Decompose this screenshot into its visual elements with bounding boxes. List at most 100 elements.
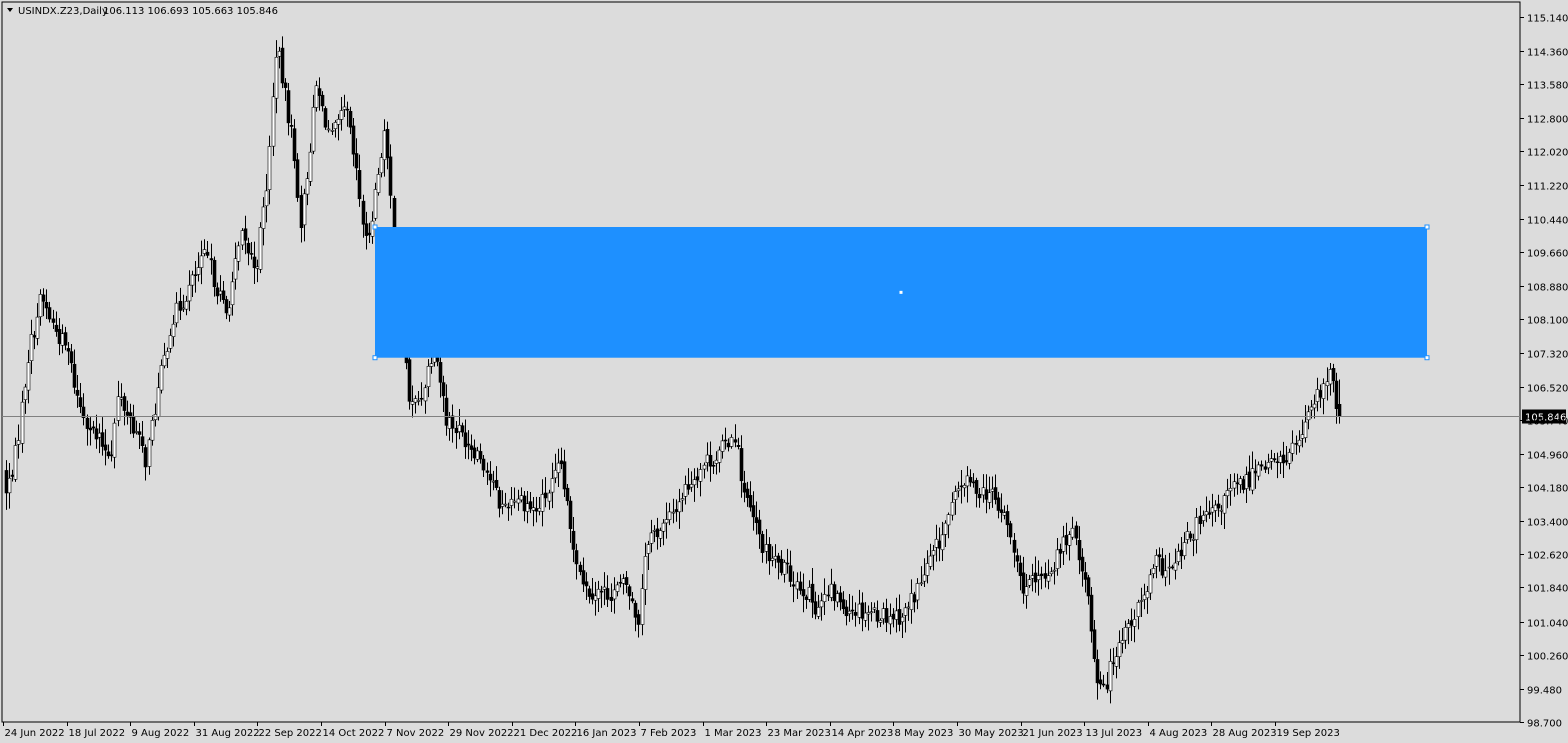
candle-body — [1049, 571, 1054, 575]
candle-body — [1018, 562, 1023, 577]
candle-body — [1154, 555, 1159, 567]
candle-body — [57, 329, 62, 344]
zone-resize-handle[interactable] — [372, 355, 378, 361]
candle-body — [423, 387, 428, 402]
zone-center-handle[interactable] — [899, 290, 903, 294]
y-tick-label: 107.320 — [1527, 350, 1568, 361]
candle-body — [218, 290, 223, 295]
candle-body — [757, 519, 762, 535]
candle-body — [764, 544, 769, 552]
candle-body — [943, 522, 948, 535]
candle-body — [500, 503, 505, 507]
candle-body — [7, 477, 12, 494]
candle-body — [438, 362, 443, 383]
candle-body — [996, 497, 1001, 511]
candle-body — [1287, 452, 1292, 464]
candle-body — [733, 439, 738, 443]
candle-body — [705, 454, 710, 463]
candle-body — [1092, 629, 1097, 659]
candle-body — [819, 600, 824, 608]
candle-body — [965, 475, 970, 487]
candle-body — [240, 230, 245, 246]
candle-body — [519, 495, 524, 501]
y-tick-label: 104.960 — [1527, 451, 1568, 462]
candle-body — [1008, 523, 1013, 538]
candle-body — [488, 473, 493, 481]
candle-body — [460, 425, 465, 433]
candle-body — [150, 419, 155, 441]
candle-body — [1253, 470, 1258, 474]
candle-body — [1219, 509, 1224, 512]
candle-body — [181, 307, 186, 310]
candle-body — [168, 335, 173, 349]
candle-body — [1151, 568, 1156, 574]
candle-body — [485, 470, 490, 473]
candle-body — [1207, 512, 1212, 515]
x-tick-label: 16 Jan 2023 — [577, 728, 637, 739]
candle-body — [413, 398, 418, 403]
candle-body — [512, 500, 517, 503]
candle-body — [463, 432, 468, 448]
candle-body — [813, 601, 818, 615]
candle-body — [850, 609, 855, 612]
candle-body — [844, 606, 849, 617]
candle-body — [1318, 390, 1323, 398]
candle-body — [550, 478, 555, 493]
current-price-label: 105.846 — [1525, 413, 1566, 424]
candle-body — [1043, 573, 1048, 579]
candle-body — [587, 588, 592, 597]
x-tick-label: 4 Aug 2023 — [1150, 728, 1208, 739]
candle-body — [652, 529, 657, 532]
candle-body — [801, 589, 806, 597]
candle-body — [447, 417, 452, 429]
candle-body — [444, 397, 449, 426]
candle-body — [441, 382, 446, 397]
candle-body — [795, 581, 800, 590]
zone-resize-handle[interactable] — [1424, 355, 1430, 361]
zone-resize-handle[interactable] — [372, 224, 378, 230]
x-tick-label: 29 Nov 2022 — [450, 728, 514, 739]
candle-body — [807, 586, 812, 600]
candle-body — [330, 130, 335, 132]
candle-body — [1315, 389, 1320, 402]
x-tick-label: 14 Oct 2022 — [323, 728, 385, 739]
candle-body — [900, 616, 905, 623]
candle-body — [1250, 468, 1255, 491]
plot-area-border — [1, 1, 1521, 723]
candle-body — [937, 540, 942, 549]
collapse-triangle-icon[interactable] — [7, 8, 13, 12]
y-tick-label: 106.520 — [1527, 384, 1568, 395]
candle-body — [1173, 562, 1178, 571]
candle-body — [540, 494, 545, 512]
candle-body — [602, 586, 607, 590]
zone-resize-handle[interactable] — [1424, 224, 1430, 230]
candle-body — [1123, 627, 1128, 641]
candle-body — [1170, 566, 1175, 569]
candle-body — [516, 498, 521, 504]
candle-body — [875, 610, 880, 622]
candle-body — [147, 439, 152, 467]
candle-body — [1228, 487, 1233, 492]
candle-body — [187, 284, 192, 302]
candle-body — [770, 558, 775, 561]
candle-body — [454, 427, 459, 434]
candle-body — [1117, 642, 1122, 657]
candle-body — [1266, 462, 1271, 469]
candle-body — [1297, 439, 1302, 447]
candle-body — [128, 412, 133, 418]
candle-body — [416, 400, 421, 402]
candle-body — [912, 594, 917, 603]
candle-body — [640, 588, 645, 625]
candle-body — [106, 451, 111, 457]
candle-body — [100, 432, 105, 447]
candle-body — [909, 593, 914, 610]
y-tick-label: 104.180 — [1527, 484, 1568, 495]
candle-body — [1142, 594, 1147, 600]
x-tick-label: 8 May 2023 — [895, 728, 954, 739]
candle-body — [1015, 555, 1020, 562]
candle-body — [767, 544, 772, 562]
candle-body — [385, 128, 390, 159]
candle-body — [261, 206, 266, 229]
